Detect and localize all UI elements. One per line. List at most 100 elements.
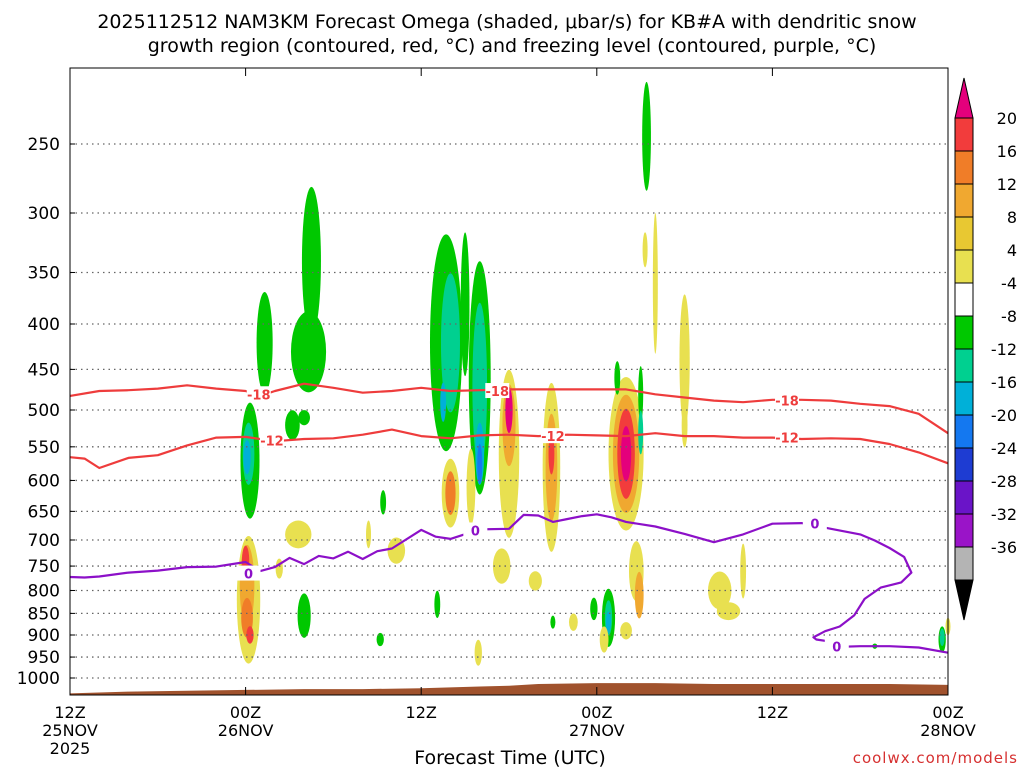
colorbar-label-7: -12	[991, 340, 1017, 359]
omega-cell-49	[638, 410, 644, 455]
y-tick-label-300: 300	[28, 204, 60, 224]
x-tick-label-2-0: 12Z	[406, 703, 437, 722]
isotherm-minus12-label-2: -12	[775, 432, 799, 447]
omega-cell-5	[290, 311, 327, 393]
y-tick-label-700: 700	[28, 531, 60, 551]
x-tick-label-5-1: 28NOV	[920, 721, 976, 740]
colorbar-label-2: 12	[997, 175, 1017, 194]
freezing-level-label-2: 0	[810, 518, 819, 533]
y-tick-label-950: 950	[28, 648, 60, 668]
colorbar-swatch-1	[954, 117, 974, 152]
y-tick-label-800: 800	[28, 581, 60, 601]
omega-cell-46	[620, 426, 632, 482]
colorbar-label-10: -24	[991, 439, 1017, 458]
x-tick-label-0-2: 2025	[50, 739, 91, 758]
freezing-level-label-3: 0	[832, 641, 841, 656]
colorbar-label-12: -32	[991, 505, 1017, 524]
omega-cell-0	[256, 292, 273, 394]
y-tick-label-650: 650	[28, 502, 60, 522]
y-tick-label-850: 850	[28, 604, 60, 624]
omega-cell-23	[460, 232, 470, 377]
title-line-2: growth region (contoured, red, °C) and f…	[148, 35, 877, 57]
omega-cell-29	[445, 471, 456, 515]
chart-title: 2025112512 NAM3KM Forecast Omega (shaded…	[97, 11, 916, 57]
omega-cell-54	[606, 611, 612, 634]
colorbar-swatch-13	[954, 513, 974, 548]
omega-cell-62	[642, 232, 648, 268]
x-tick-label-3-0: 00Z	[581, 703, 612, 722]
omega-cell-38	[548, 433, 555, 475]
freezing-level-label-bg-1	[463, 522, 488, 538]
colorbar-label-9: -20	[991, 406, 1017, 425]
omega-cell-61	[642, 81, 651, 191]
x-tick-label-4-0: 12Z	[757, 703, 788, 722]
omega-cell-13	[285, 520, 312, 549]
colorbar-label-6: -8	[1001, 307, 1017, 326]
isotherm-minus18-label-2: -18	[775, 395, 799, 410]
colorbar-swatch-3	[954, 183, 974, 218]
isotherm-minus18-label-bg-2	[775, 392, 800, 408]
y-tick-label-250: 250	[28, 135, 60, 155]
y-tick-label-450: 450	[28, 360, 60, 380]
freezing-level-label-0: 0	[244, 568, 253, 583]
y-tick-label-600: 600	[28, 471, 60, 491]
omega-cell-59	[679, 294, 690, 428]
title-line-1: 2025112512 NAM3KM Forecast Omega (shaded…	[97, 11, 916, 33]
colorbar-swatch-9	[954, 381, 974, 416]
isotherm-minus18-label-bg-0	[246, 386, 271, 402]
omega-cell-22	[440, 382, 447, 422]
x-tick-label-1-0: 00Z	[230, 703, 261, 722]
omega-cell-30	[466, 448, 476, 525]
omega-cell-17	[366, 520, 372, 549]
omega-cell-21	[440, 273, 460, 413]
isotherm-minus12-label-0: -12	[260, 434, 284, 449]
colorbar-swatch-8	[954, 348, 974, 383]
x-axis-label: Forecast Time (UTC)	[414, 747, 605, 768]
omega-cell-27	[477, 443, 483, 485]
source-credit[interactable]: coolwx.com/models	[853, 749, 1018, 767]
colorbar-swatch-5	[954, 249, 974, 284]
omega-cell-15	[297, 593, 311, 638]
colorbar-swatch-6	[954, 282, 974, 317]
omega-cell-7	[298, 410, 310, 426]
y-tick-label-400: 400	[28, 315, 60, 335]
omega-cell-51	[634, 571, 644, 619]
colorbar-top-arrow	[954, 77, 974, 119]
isotherm-minus18-label-1: -18	[486, 385, 510, 400]
omega-cell-65	[716, 602, 741, 621]
omega-cell-4	[301, 186, 321, 336]
y-tick-label-350: 350	[28, 263, 60, 283]
temperature-contours: -18 -18 -18 -12 -12 -12 0 0 0 0	[69, 382, 949, 656]
colorbar-swatch-4	[954, 216, 974, 251]
isotherm-minus18-label-0: -18	[247, 388, 271, 403]
x-tick-label-3-1: 27NOV	[569, 721, 625, 740]
freezing-level-label-bg-2	[802, 515, 827, 531]
colorbar-label-5: -4	[1001, 274, 1017, 293]
omega-cell-55	[590, 597, 598, 621]
omega-cell-39	[492, 548, 511, 584]
omega-cell-48	[638, 366, 644, 423]
isotherm-minus12-label-1: -12	[541, 430, 565, 445]
omega-shading-layer	[236, 81, 951, 666]
freezing-level-label-bg-0	[236, 565, 261, 581]
x-tick-label-0-1: 25NOV	[42, 721, 98, 740]
colorbar-swatch-12	[954, 480, 974, 515]
pressure-gridlines	[70, 143, 948, 679]
colorbar-swatch-10	[954, 414, 974, 449]
omega-cell-40	[528, 571, 542, 591]
y-tick-label-1000: 1000	[17, 669, 60, 689]
freezing-level-label-1: 0	[471, 525, 480, 540]
colorbar-label-8: -16	[991, 373, 1017, 392]
y-tick-label-500: 500	[28, 401, 60, 421]
colorbar-label-0: 20	[997, 109, 1017, 128]
omega-colorbar: 20 16 12 8 4 -4 -8 -12 -16 -20 -24 -28 -32 -36	[954, 77, 1017, 621]
colorbar-swatch-11	[954, 447, 974, 482]
omega-cell-32	[474, 639, 482, 666]
omega-cell-16	[380, 490, 387, 515]
colorbar-swatch-14	[954, 546, 974, 581]
x-tick-label-1-1: 26NOV	[218, 721, 274, 740]
colorbar-swatch-2	[954, 150, 974, 185]
x-tick-label-0-0: 12Z	[54, 703, 85, 722]
